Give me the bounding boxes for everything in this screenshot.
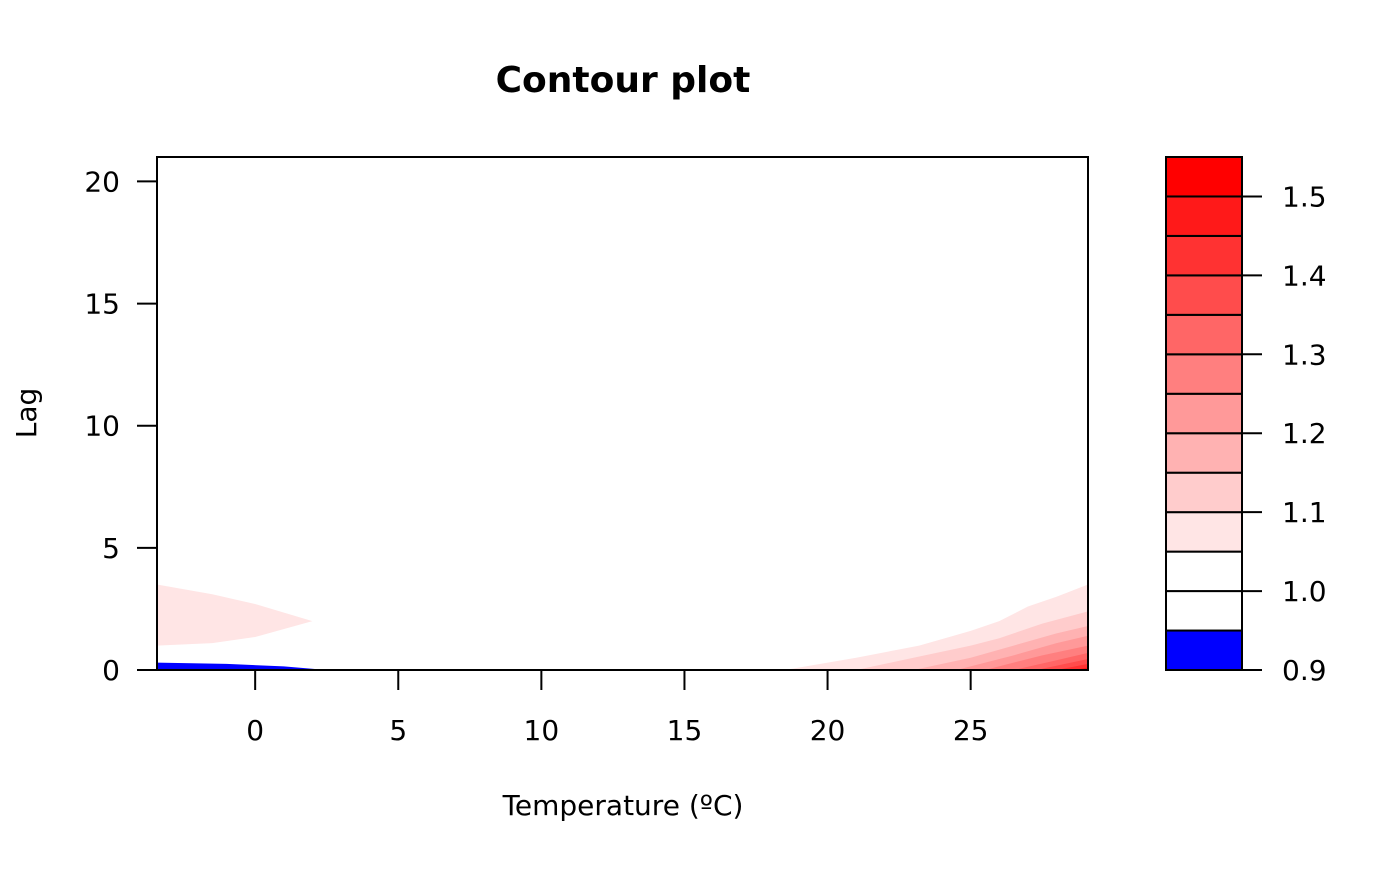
color-key-band — [1165, 195, 1243, 237]
color-key-band — [1165, 313, 1243, 356]
color-key-band — [1165, 392, 1243, 435]
color-key-tick-label: 1.2 — [1282, 417, 1327, 450]
contour-region — [1056, 663, 1088, 670]
x-tick-label: 5 — [389, 714, 407, 747]
color-key-band — [1165, 629, 1243, 671]
x-tick-label: 15 — [667, 714, 703, 747]
color-key-tick-label: 1.5 — [1282, 180, 1327, 213]
x-tick-label: 20 — [810, 714, 846, 747]
color-key-tick-label: 1.1 — [1282, 496, 1327, 529]
color-key-tick-label: 1.0 — [1282, 575, 1327, 608]
color-key-band — [1165, 274, 1243, 316]
y-tick-label: 15 — [84, 288, 120, 321]
color-key-tick-label: 1.3 — [1282, 338, 1327, 371]
color-key-band — [1165, 511, 1243, 553]
x-tick-label: 25 — [953, 714, 989, 747]
color-key-band — [1165, 353, 1243, 395]
y-tick-label: 10 — [84, 410, 120, 443]
y-axis: 0 5 10 15 20 — [84, 165, 158, 687]
contour-region — [157, 662, 327, 670]
y-tick-label: 5 — [102, 532, 120, 565]
color-key-band — [1165, 590, 1243, 632]
x-tick-label: 10 — [524, 714, 560, 747]
color-key-band — [1165, 550, 1243, 593]
color-key-band — [1165, 234, 1243, 277]
contour-regions — [157, 584, 1088, 670]
color-key-band — [1165, 432, 1243, 474]
plot-frame — [156, 156, 1089, 671]
y-tick-label: 0 — [102, 654, 120, 687]
x-axis-label: Temperature (ºC) — [502, 789, 744, 822]
color-key: 0.9 1.0 1.1 1.2 1.3 1.4 1.5 — [1165, 156, 1327, 687]
contour-region — [157, 584, 313, 646]
x-axis: 0 5 10 15 20 25 — [246, 669, 989, 747]
y-tick-label: 20 — [84, 165, 120, 198]
chart-title: Contour plot — [496, 60, 751, 101]
color-key-band — [1165, 471, 1243, 514]
color-key-band — [1165, 156, 1243, 198]
color-key-tick-label: 0.9 — [1282, 654, 1327, 687]
x-tick-label: 0 — [246, 714, 264, 747]
color-key-tick-label: 1.4 — [1282, 259, 1327, 292]
y-axis-label: Lag — [10, 388, 43, 439]
